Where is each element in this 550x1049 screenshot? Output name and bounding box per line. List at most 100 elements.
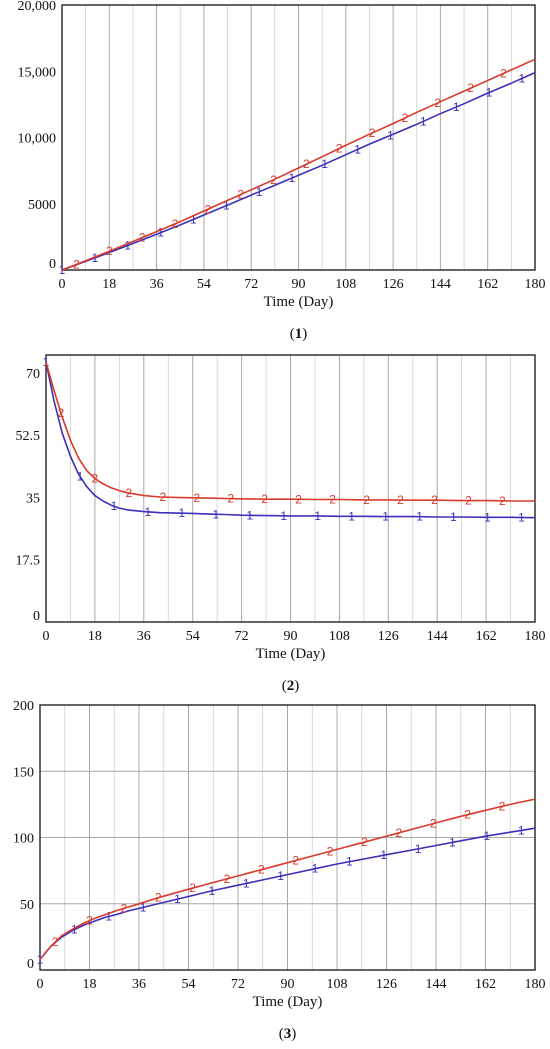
x-tick-label: 54 bbox=[186, 629, 200, 644]
plot-frame bbox=[45, 354, 536, 623]
series-marker-1: 1 bbox=[387, 128, 394, 142]
x-tick-label: 18 bbox=[102, 277, 116, 292]
series-marker-1: 1 bbox=[519, 71, 526, 85]
x-tick-label: 90 bbox=[284, 629, 298, 644]
series-marker-2: 2 bbox=[258, 863, 265, 877]
x-tick-label: 126 bbox=[383, 277, 404, 292]
x-tick-label: 0 bbox=[43, 629, 50, 644]
series-marker-1: 1 bbox=[416, 510, 423, 524]
y-tick-label: 70 bbox=[26, 367, 40, 382]
chart-panel-2: 0 18 36 54 72 90 108 126 144 162 180 0 17.5 35 52.5 70 T… bbox=[16, 354, 546, 694]
series-marker-1: 1 bbox=[348, 509, 355, 523]
series-marker-2: 2 bbox=[58, 406, 65, 420]
x-tick-label: 108 bbox=[327, 977, 348, 992]
x-tick-label: 180 bbox=[525, 977, 546, 992]
series-marker-1: 1 bbox=[212, 507, 219, 521]
series-marker-2: 2 bbox=[434, 96, 441, 110]
x-tick-label: 162 bbox=[476, 629, 497, 644]
series-marker-1: 1 bbox=[449, 835, 456, 849]
x-tick-label: 0 bbox=[37, 977, 44, 992]
y-tick-label: 35 bbox=[26, 491, 40, 506]
series-marker-2: 2 bbox=[292, 853, 299, 867]
series-marker-2: 2 bbox=[465, 494, 472, 508]
series-marker-2: 2 bbox=[224, 872, 231, 886]
series-marker-2: 2 bbox=[126, 486, 133, 500]
y-tick-label: 0 bbox=[33, 609, 40, 624]
series-marker-2: 2 bbox=[204, 202, 211, 216]
x-tick-label: 18 bbox=[88, 629, 102, 644]
series-marker-2: 2 bbox=[237, 188, 244, 202]
x-tick-label: 36 bbox=[137, 629, 151, 644]
x-tick-label: 72 bbox=[244, 277, 258, 292]
series-marker-1: 1 bbox=[124, 239, 131, 253]
chart-panel-3: 0 18 36 54 72 90 108 126 144 162 180 0 50 100 150 200 Ti… bbox=[13, 699, 546, 1042]
y-tick-label: 5000 bbox=[28, 198, 56, 213]
series-marker-2: 2 bbox=[73, 257, 80, 271]
series-line-2 bbox=[61, 58, 536, 271]
x-tick-label: 126 bbox=[376, 977, 397, 992]
series-marker-2: 2 bbox=[500, 66, 507, 80]
series-marker-1: 1 bbox=[246, 508, 253, 522]
series-marker-2: 2 bbox=[295, 492, 302, 506]
series-marker-2: 2 bbox=[189, 881, 196, 895]
series-marker-1: 1 bbox=[105, 909, 112, 923]
series-line-2 bbox=[45, 361, 535, 502]
plot-frame bbox=[39, 704, 536, 971]
panel-caption: (2) bbox=[282, 678, 300, 694]
x-tick-label: 72 bbox=[235, 629, 249, 644]
series-marker-2: 2 bbox=[336, 142, 343, 156]
series-marker-1: 1 bbox=[453, 100, 460, 114]
series-marker-1: 1 bbox=[71, 923, 78, 937]
x-tick-label: 162 bbox=[475, 977, 496, 992]
series-marker-1: 1 bbox=[354, 142, 361, 156]
series-marker-2: 2 bbox=[402, 111, 409, 125]
series-marker-1: 1 bbox=[450, 510, 457, 524]
y-tick-label: 100 bbox=[13, 832, 34, 847]
series-marker-2: 2 bbox=[106, 244, 113, 258]
series-marker-2: 2 bbox=[363, 493, 370, 507]
x-tick-label: 18 bbox=[83, 977, 97, 992]
y-tick-label: 0 bbox=[27, 957, 34, 972]
series-marker-1: 1 bbox=[346, 855, 353, 869]
x-tick-label: 108 bbox=[329, 629, 350, 644]
x-tick-label: 126 bbox=[378, 629, 399, 644]
series-marker-1: 1 bbox=[140, 900, 147, 914]
x-tick-label: 180 bbox=[525, 629, 546, 644]
series-marker-2: 2 bbox=[499, 799, 506, 813]
series-marker-1: 1 bbox=[209, 884, 216, 898]
series-marker-1: 1 bbox=[178, 506, 185, 520]
series-marker-1: 1 bbox=[277, 869, 284, 883]
series-marker-1: 1 bbox=[382, 510, 389, 524]
series-marker-1: 1 bbox=[77, 469, 84, 483]
series-line-2 bbox=[39, 798, 536, 960]
series-marker-2: 2 bbox=[86, 914, 93, 928]
x-tick-label: 144 bbox=[427, 629, 448, 644]
y-tick-label: 52.5 bbox=[16, 429, 41, 444]
series-marker-2: 2 bbox=[261, 492, 268, 506]
x-tick-label: 54 bbox=[197, 277, 211, 292]
series-marker-2: 2 bbox=[172, 217, 179, 231]
x-tick-label: 90 bbox=[281, 977, 295, 992]
series-marker-1: 1 bbox=[243, 876, 250, 890]
series-line-1 bbox=[45, 361, 536, 519]
series-marker-1: 1 bbox=[280, 509, 287, 523]
series-marker-2: 2 bbox=[430, 817, 437, 831]
x-tick-label: 54 bbox=[182, 977, 196, 992]
series-marker-2: 2 bbox=[139, 231, 146, 245]
x-tick-label: 90 bbox=[292, 277, 306, 292]
x-axis-label: Time (Day) bbox=[256, 646, 326, 662]
x-tick-label: 162 bbox=[477, 277, 498, 292]
series-marker-2: 2 bbox=[92, 472, 99, 486]
series-marker-2: 2 bbox=[159, 490, 166, 504]
x-tick-label: 108 bbox=[335, 277, 356, 292]
series-marker-1: 1 bbox=[415, 842, 422, 856]
x-tick-label: 180 bbox=[525, 277, 546, 292]
series-marker-1: 1 bbox=[321, 157, 328, 171]
y-tick-label: 0 bbox=[49, 257, 56, 272]
series-marker-1: 1 bbox=[111, 499, 118, 513]
series-marker-2: 2 bbox=[193, 491, 200, 505]
series-marker-1: 1 bbox=[420, 114, 427, 128]
y-tick-label: 150 bbox=[13, 765, 34, 780]
series-marker-1: 1 bbox=[518, 510, 525, 524]
